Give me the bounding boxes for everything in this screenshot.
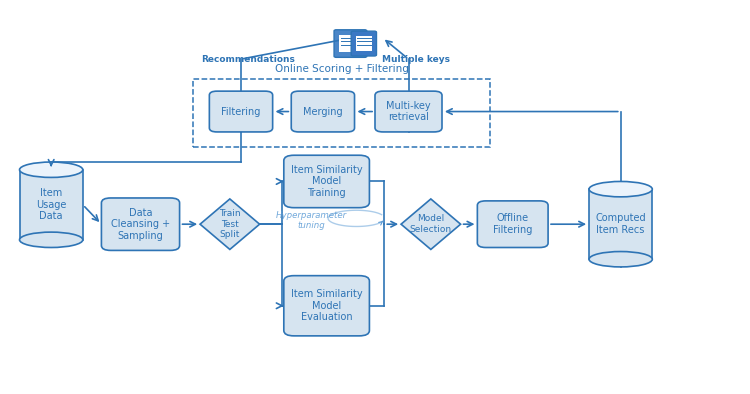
FancyBboxPatch shape xyxy=(209,91,273,132)
Text: Train
Test
Split: Train Test Split xyxy=(219,209,241,239)
Text: Model
Selection: Model Selection xyxy=(410,214,452,234)
Text: Merging: Merging xyxy=(303,106,343,117)
FancyBboxPatch shape xyxy=(477,201,548,247)
Text: Recommendations: Recommendations xyxy=(202,55,296,63)
Text: Computed
Item Recs: Computed Item Recs xyxy=(596,214,646,235)
Ellipse shape xyxy=(20,162,82,177)
Text: Offline
Filtering: Offline Filtering xyxy=(493,214,532,235)
Polygon shape xyxy=(401,199,460,249)
Text: Hyperparameter
tuning: Hyperparameter tuning xyxy=(276,211,347,230)
Text: Multiple keys: Multiple keys xyxy=(382,55,450,63)
FancyBboxPatch shape xyxy=(589,189,652,259)
FancyBboxPatch shape xyxy=(356,36,372,51)
FancyBboxPatch shape xyxy=(284,276,370,336)
FancyBboxPatch shape xyxy=(291,91,355,132)
Ellipse shape xyxy=(20,232,82,247)
Text: Multi-key
retrieval: Multi-key retrieval xyxy=(386,101,430,123)
FancyBboxPatch shape xyxy=(351,31,376,56)
Ellipse shape xyxy=(589,251,652,267)
Text: Item
Usage
Data: Item Usage Data xyxy=(36,188,66,221)
Text: Online Scoring + Filtering: Online Scoring + Filtering xyxy=(274,64,409,74)
Polygon shape xyxy=(200,199,260,249)
FancyBboxPatch shape xyxy=(20,170,82,240)
Text: Item Similarity
Model
Evaluation: Item Similarity Model Evaluation xyxy=(291,289,362,322)
Text: Filtering: Filtering xyxy=(221,106,261,117)
FancyBboxPatch shape xyxy=(101,198,179,251)
Text: Item Similarity
Model
Training: Item Similarity Model Training xyxy=(291,165,362,198)
FancyBboxPatch shape xyxy=(375,91,442,132)
FancyBboxPatch shape xyxy=(334,30,367,58)
FancyBboxPatch shape xyxy=(339,35,362,52)
Ellipse shape xyxy=(589,182,652,197)
Text: Data
Cleansing +
Sampling: Data Cleansing + Sampling xyxy=(111,208,170,241)
FancyBboxPatch shape xyxy=(284,155,370,208)
